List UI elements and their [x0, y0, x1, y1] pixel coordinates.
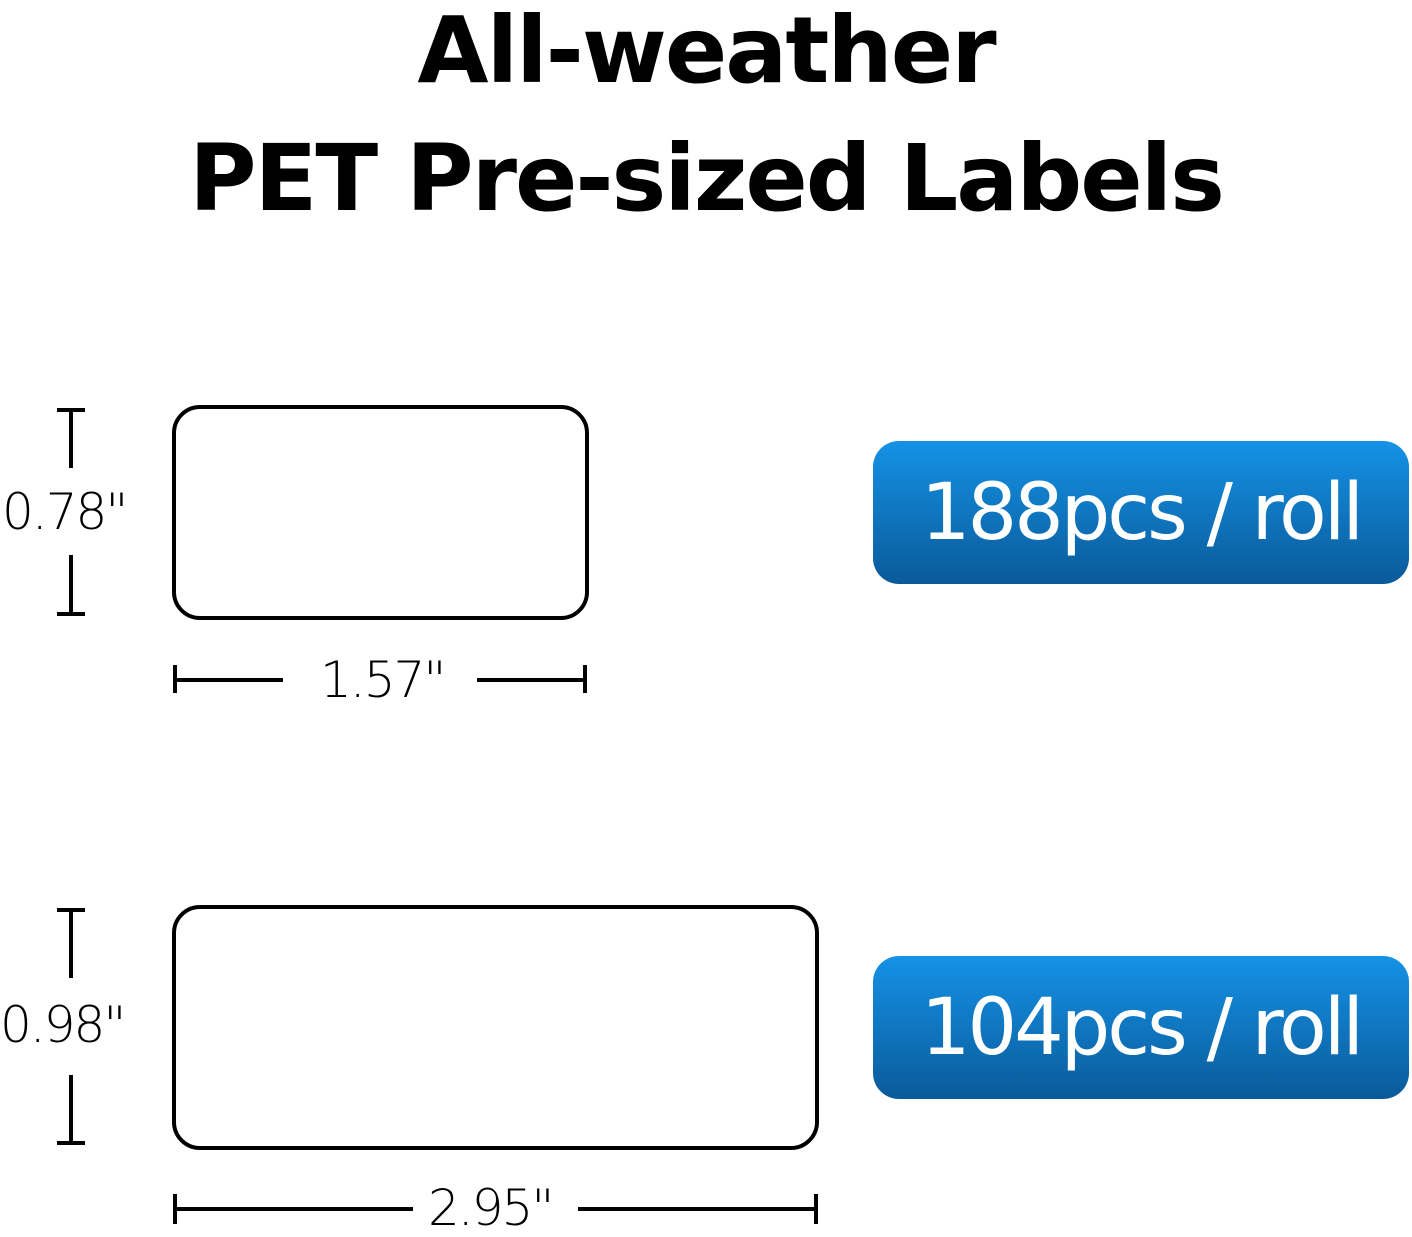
width-dim-cap: [583, 665, 587, 693]
height-dim-cap: [57, 1141, 85, 1145]
width-label: 1.57": [320, 651, 446, 709]
width-dim-line: [173, 1207, 413, 1211]
large-label-outline: [172, 905, 819, 1150]
height-dim-line: [69, 1075, 73, 1145]
title-line-1: All-weather: [417, 0, 996, 104]
width-dim-line: [578, 1207, 818, 1211]
height-dim-line: [69, 410, 73, 468]
width-dim-cap: [814, 1194, 818, 1224]
height-dim-cap: [57, 612, 85, 616]
height-dim-cap: [57, 408, 85, 412]
width-label: 2.95": [428, 1179, 554, 1237]
count-badge: 104pcs / roll: [873, 956, 1409, 1099]
height-dim-line: [69, 910, 73, 978]
count-badge: 188pcs / roll: [873, 441, 1409, 584]
height-label: 0.98": [0, 996, 126, 1054]
width-dim-line: [477, 678, 587, 682]
width-dim-line: [173, 678, 283, 682]
height-label: 0.78": [2, 483, 128, 541]
height-dim-line: [69, 555, 73, 615]
title-line-2: PET Pre-sized Labels: [189, 125, 1225, 232]
small-label-outline: [172, 405, 589, 620]
